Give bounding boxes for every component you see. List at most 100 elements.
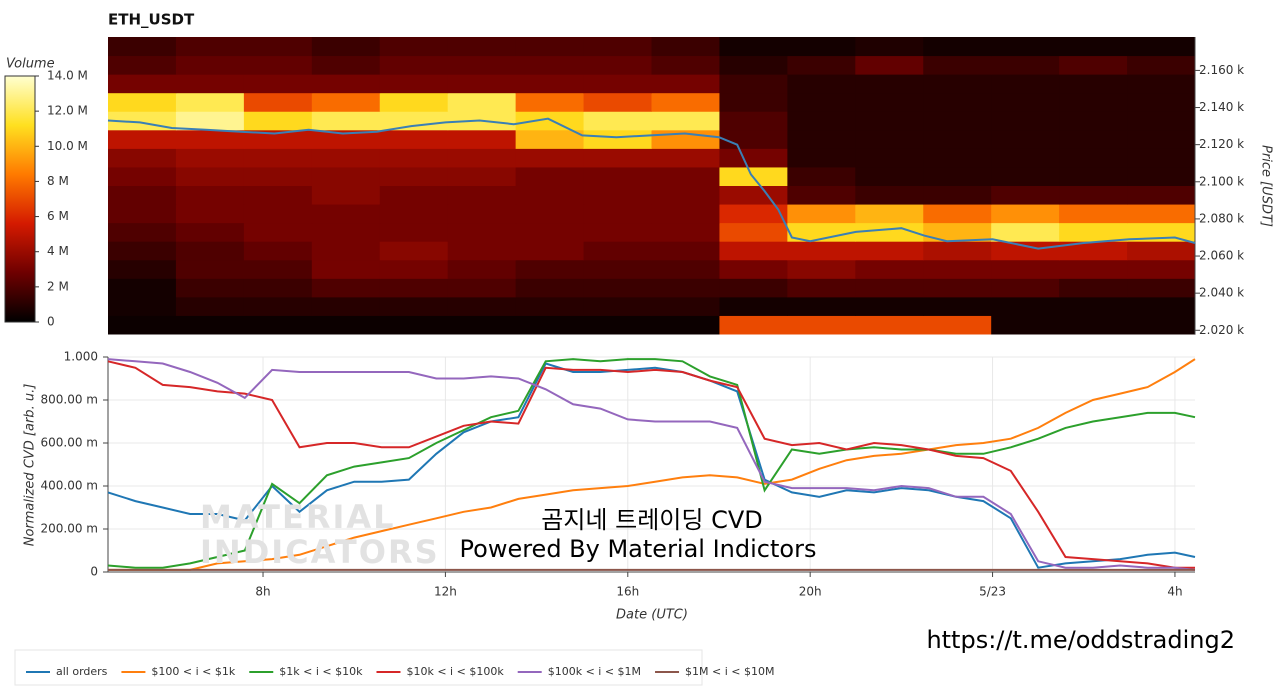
legend-label: all orders	[56, 665, 108, 678]
heatmap-cell	[379, 166, 449, 186]
heatmap-cell	[379, 74, 449, 94]
colorbar-tick-label: 12.0 M	[47, 104, 88, 118]
heatmap-cell	[719, 296, 788, 316]
heatmap-cell	[855, 55, 924, 75]
heatmap-cell	[787, 278, 856, 298]
heatmap-cell	[447, 296, 517, 316]
heatmap-cell	[787, 166, 856, 186]
heatmap-cell	[379, 315, 449, 335]
heatmap-cell	[243, 278, 313, 298]
heatmap-cell	[311, 111, 381, 131]
colorbar	[4, 75, 36, 323]
heatmap-cell	[719, 37, 788, 57]
watermark: INDICATORS	[200, 533, 440, 571]
heatmap-cell	[243, 92, 313, 112]
y-tick-label: 2.060 k	[1199, 249, 1244, 263]
x-tick-label: 5/23	[979, 585, 1006, 599]
heatmap-cell	[175, 74, 245, 94]
caption-link[interactable]: https://t.me/oddstrading2	[926, 626, 1235, 654]
heatmap-cell	[719, 315, 788, 335]
y-tick-label: 2.080 k	[1199, 211, 1244, 225]
heatmap-cell	[108, 55, 177, 75]
heatmap-cell	[991, 111, 1060, 131]
heatmap-cell	[311, 259, 381, 279]
heatmap-cell	[923, 296, 992, 316]
heatmap-cell	[1127, 259, 1196, 279]
heatmap-cell	[311, 296, 381, 316]
y-tick-label: 2.100 k	[1199, 174, 1244, 188]
heatmap-cell	[311, 55, 381, 75]
heatmap-cell	[311, 148, 381, 168]
heatmap-cell	[108, 204, 177, 224]
x-tick-label: 20h	[799, 585, 822, 599]
heatmap-cell	[108, 296, 177, 316]
heatmap-cell	[923, 315, 992, 335]
heatmap-cell	[447, 222, 517, 242]
heatmap-cell	[108, 92, 177, 112]
heatmap-cell	[787, 222, 856, 242]
heatmap-cell	[243, 296, 313, 316]
series-line	[107, 358, 1196, 569]
heatmap-cell	[991, 241, 1060, 261]
heatmap-cell	[855, 37, 924, 57]
heatmap-cell	[719, 241, 788, 261]
heatmap-cell	[855, 148, 924, 168]
heatmap-cell	[583, 148, 652, 168]
heatmap-cell	[1127, 204, 1196, 224]
heatmap-cell	[175, 55, 245, 75]
heatmap-cell	[923, 37, 992, 57]
heatmap-cell	[923, 259, 992, 279]
heatmap-cell	[515, 55, 585, 75]
heatmap-cell	[991, 37, 1060, 57]
heatmap-cell	[923, 148, 992, 168]
heatmap-cell	[991, 55, 1060, 75]
heatmap-cell	[1127, 111, 1196, 131]
heatmap-cell	[855, 241, 924, 261]
heatmap-cell	[243, 55, 313, 75]
heatmap-cell	[583, 37, 652, 57]
heatmap-cell	[379, 92, 449, 112]
heatmap-cell	[855, 259, 924, 279]
heatmap-cell	[855, 296, 924, 316]
heatmap-cell	[1059, 315, 1128, 335]
heatmap-cell	[311, 166, 381, 186]
heatmap-cell	[515, 278, 585, 298]
heatmap-cell	[447, 129, 517, 149]
colorbar-tick-label: 0	[47, 315, 55, 329]
heatmap-cell	[447, 37, 517, 57]
heatmap-cell	[787, 148, 856, 168]
y-tick-label: 600.00 m	[41, 436, 99, 450]
heatmap-cell	[787, 185, 856, 205]
heatmap-cell	[1059, 148, 1128, 168]
heatmap-cell	[379, 129, 449, 149]
heatmap-cell	[175, 37, 245, 57]
heatmap-cell	[243, 37, 313, 57]
legend-label: $1M < i < $10M	[685, 665, 774, 678]
heatmap-cell	[651, 166, 720, 186]
heatmap-cell	[1059, 185, 1128, 205]
heatmap-cell	[991, 185, 1060, 205]
heatmap-cell	[175, 129, 245, 149]
heatmap-cell	[379, 148, 449, 168]
heatmap-cell	[1059, 259, 1128, 279]
heatmap-cell	[583, 92, 652, 112]
heatmap-cell	[311, 278, 381, 298]
heatmap-cell	[583, 278, 652, 298]
heatmap-cell	[515, 37, 585, 57]
heatmap-cell	[1059, 241, 1128, 261]
heatmap-cell	[175, 296, 245, 316]
heatmap-cell	[855, 111, 924, 131]
heatmap-cell	[787, 315, 856, 335]
heatmap-cell	[515, 74, 585, 94]
heatmap-cell	[1127, 148, 1196, 168]
heatmap-cell	[175, 222, 245, 242]
heatmap-cell	[1127, 185, 1196, 205]
heatmap-cell	[991, 129, 1060, 149]
y-axis-label: Normalized CVD [arb. u.]	[23, 384, 38, 547]
heatmap-cell	[1127, 278, 1196, 298]
heatmap-cell	[651, 111, 720, 131]
heatmap-cell	[1127, 222, 1196, 242]
heatmap-cell	[651, 315, 720, 335]
annotation: Powered By Material Indictors	[460, 535, 817, 563]
